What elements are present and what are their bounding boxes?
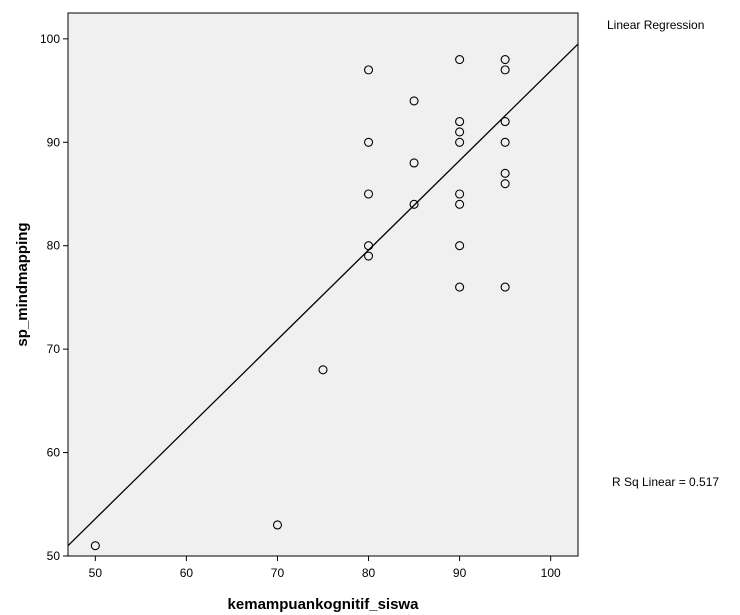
data-point bbox=[363, 189, 374, 199]
data-points bbox=[90, 54, 510, 551]
y-tick-label: 50 bbox=[47, 549, 61, 563]
data-point bbox=[363, 251, 374, 261]
data-point bbox=[500, 179, 510, 189]
data-point bbox=[318, 365, 328, 375]
y-tick-label: 90 bbox=[47, 135, 61, 149]
data-point bbox=[455, 127, 465, 137]
data-point bbox=[272, 520, 283, 530]
data-point bbox=[455, 137, 465, 147]
y-tick-label: 60 bbox=[47, 446, 61, 460]
data-point bbox=[455, 241, 465, 251]
data-point bbox=[363, 137, 374, 147]
data-point bbox=[500, 168, 510, 178]
data-point bbox=[455, 54, 465, 65]
x-axis-title: kemampuankognitif_siswa bbox=[228, 596, 420, 613]
data-point bbox=[409, 199, 419, 209]
plot-area bbox=[67, 12, 579, 557]
data-point bbox=[500, 117, 510, 127]
regression-line bbox=[67, 43, 579, 547]
x-tick-label: 90 bbox=[453, 566, 467, 580]
y-tick-label: 80 bbox=[47, 239, 61, 253]
data-point bbox=[455, 282, 465, 292]
x-tick-label: 70 bbox=[271, 566, 285, 580]
x-axis: 50 60 70 80 90 100 bbox=[89, 556, 561, 580]
x-tick-label: 80 bbox=[362, 566, 376, 580]
data-point bbox=[363, 241, 374, 251]
y-tick-label: 70 bbox=[47, 342, 61, 356]
data-point bbox=[500, 54, 510, 65]
data-point bbox=[500, 282, 510, 292]
y-axis-title: sp_mindmapping bbox=[14, 222, 31, 346]
data-point bbox=[409, 158, 419, 168]
linear-regression-label: Linear Regression bbox=[607, 18, 704, 32]
y-axis: 50 60 70 80 90 100 bbox=[40, 32, 68, 563]
data-point bbox=[455, 117, 465, 127]
y-tick-label: 100 bbox=[40, 32, 60, 46]
data-point bbox=[455, 189, 465, 199]
r-squared-label: R Sq Linear = 0.517 bbox=[612, 475, 719, 489]
x-tick-label: 100 bbox=[541, 566, 561, 580]
data-point bbox=[455, 199, 465, 209]
data-point bbox=[363, 65, 374, 75]
data-point bbox=[500, 65, 510, 75]
data-point bbox=[409, 96, 419, 106]
data-point bbox=[90, 541, 100, 551]
x-tick-label: 50 bbox=[89, 566, 103, 580]
x-tick-label: 60 bbox=[180, 566, 194, 580]
data-point bbox=[500, 137, 510, 147]
